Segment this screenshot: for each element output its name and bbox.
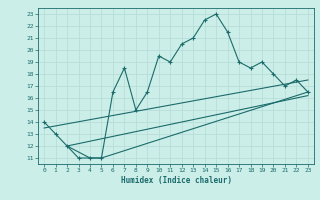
- X-axis label: Humidex (Indice chaleur): Humidex (Indice chaleur): [121, 176, 231, 185]
